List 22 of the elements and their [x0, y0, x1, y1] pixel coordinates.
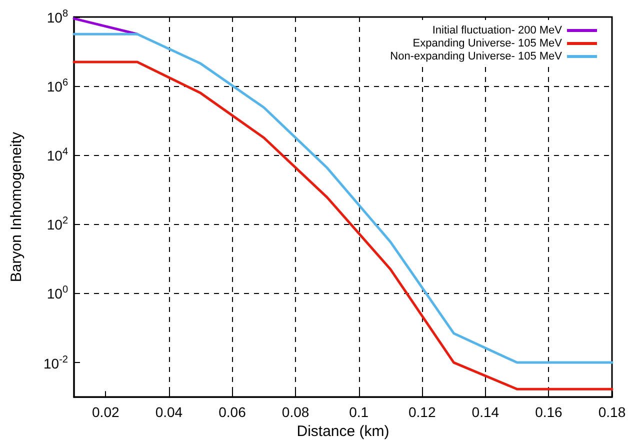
line-series	[72, 60, 614, 390]
x-axis-title: Distance (km)	[296, 423, 390, 440]
x-tick-label: 0.18	[598, 404, 626, 420]
x-tick-label: 0.12	[408, 404, 436, 420]
line-series	[72, 32, 614, 364]
x-tick-label: 0.06	[218, 404, 246, 420]
x-tick-label: 0.04	[155, 404, 183, 420]
x-tick-label: 0.14	[472, 404, 500, 420]
x-tick-label: 0.08	[282, 404, 310, 420]
y-tick-label: 10$^{8}$	[46, 8, 68, 26]
y-tick-label: 10$^{-2}$	[44, 354, 68, 371]
legend-label: Non-expanding Universe- 105 MeV	[390, 50, 563, 62]
y-tick-label: 10$^{2}$	[46, 216, 68, 233]
legend-label: Initial fluctuation- 200 MeV	[432, 24, 563, 36]
y-axis-title: Baryon Inhomogeneity	[8, 132, 25, 282]
x-tick-label: 0.1	[349, 404, 369, 420]
x-tick-label: 0.02	[92, 404, 120, 420]
y-tick-label: 10$^{4}$	[46, 146, 68, 164]
legend-label: Expanding Universe- 105 MeV	[412, 38, 563, 50]
x-tick-label: 0.16	[535, 404, 563, 420]
y-tick-label: 10$^{0}$	[46, 285, 68, 302]
y-tick-label: 10$^{6}$	[46, 78, 68, 94]
